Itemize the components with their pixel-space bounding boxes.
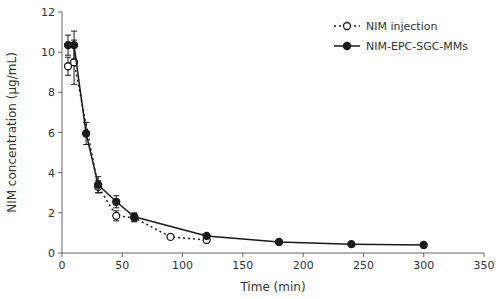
series-line	[68, 62, 207, 240]
error-bar-cap	[65, 75, 71, 76]
y-tick	[58, 132, 62, 133]
y-tick-label: 6	[48, 127, 55, 140]
error-bar-cap	[113, 195, 119, 196]
x-axis-line	[62, 253, 484, 254]
error-bar-cap	[113, 220, 119, 221]
error-bar-cap	[113, 210, 119, 211]
x-axis-label: Time (min)	[239, 280, 305, 294]
data-point	[420, 241, 427, 248]
data-point	[83, 130, 90, 137]
y-axis-label: NIM concentration (μg/mL)	[5, 52, 19, 213]
y-tick-label: 0	[48, 247, 55, 260]
x-tick-label: 100	[172, 259, 193, 272]
x-tick-label: 250	[353, 259, 374, 272]
series	[65, 31, 428, 248]
x-tick-label: 150	[232, 259, 253, 272]
axes: 0 50 100 150 200 250 300 350 0 2 4 6 8 10 12	[41, 6, 495, 272]
chart-container: 0 50 100 150 200 250 300 350 0 2 4 6 8 10 12 Time (min)…	[0, 0, 500, 299]
y-tick	[58, 12, 62, 13]
data-point	[113, 198, 120, 205]
error-bar	[71, 31, 77, 59]
error-bar	[113, 196, 119, 208]
legend-label: NIM injection	[366, 20, 437, 33]
y-tick-label: 4	[48, 167, 55, 180]
data-point	[203, 232, 210, 239]
error-bar-cap	[65, 55, 71, 56]
legend-marker	[344, 43, 351, 50]
legend-marker	[344, 23, 351, 30]
data-point	[131, 213, 138, 220]
series-line	[68, 45, 424, 245]
x-tick-label: 350	[474, 259, 495, 272]
x-tick-label: 200	[293, 259, 314, 272]
y-tick	[58, 212, 62, 213]
chart-svg: 0 50 100 150 200 250 300 350 0 2 4 6 8 10 12 Time (min)…	[0, 0, 500, 299]
error-bar-cap	[65, 57, 71, 58]
x-tick	[423, 253, 424, 257]
error-bar-cap	[65, 35, 71, 36]
data-point	[113, 212, 120, 219]
y-tick-label: 12	[41, 6, 55, 19]
error-bar	[131, 214, 137, 222]
error-bar-cap	[83, 144, 89, 145]
error-bar-cap	[95, 192, 101, 193]
x-tick	[182, 253, 183, 257]
legend-item: NIM injection	[334, 20, 437, 33]
data-point	[167, 233, 174, 240]
error-bar-cap	[71, 31, 77, 32]
x-tick-label: 300	[413, 259, 434, 272]
error-bar-cap	[113, 207, 119, 208]
x-tick	[484, 253, 485, 257]
error-bar-cap	[83, 122, 89, 123]
y-tick-label: 2	[48, 207, 55, 220]
data-point	[71, 42, 78, 49]
error-bar-cap	[95, 176, 101, 177]
x-tick	[122, 253, 123, 257]
error-bar	[95, 177, 101, 193]
x-tick	[303, 253, 304, 257]
error-bar-cap	[71, 84, 77, 85]
x-tick-label: 0	[59, 259, 66, 272]
data-point	[276, 238, 283, 245]
y-tick	[58, 172, 62, 173]
x-tick	[363, 253, 364, 257]
y-tick	[58, 52, 62, 53]
legend-item: NIM-EPC-SGC-MMs	[334, 40, 468, 53]
y-tick	[58, 92, 62, 93]
data-point	[348, 241, 355, 248]
x-tick	[242, 253, 243, 257]
y-tick-label: 10	[41, 46, 55, 59]
legend-label: NIM-EPC-SGC-MMs	[366, 40, 468, 53]
x-tick	[62, 253, 63, 257]
y-tick	[58, 253, 62, 254]
error-bar	[113, 211, 119, 221]
data-point	[95, 181, 102, 188]
x-tick-label: 50	[115, 259, 129, 272]
error-bar-cap	[71, 59, 77, 60]
error-bar	[83, 122, 89, 144]
series	[65, 40, 211, 243]
legend: NIM injection NIM-EPC-SGC-MMs	[334, 20, 468, 53]
plot-area	[65, 31, 428, 248]
error-bar	[131, 213, 137, 221]
error-bar-cap	[95, 192, 101, 193]
y-tick-label: 8	[48, 86, 55, 99]
error-bar	[65, 57, 71, 75]
